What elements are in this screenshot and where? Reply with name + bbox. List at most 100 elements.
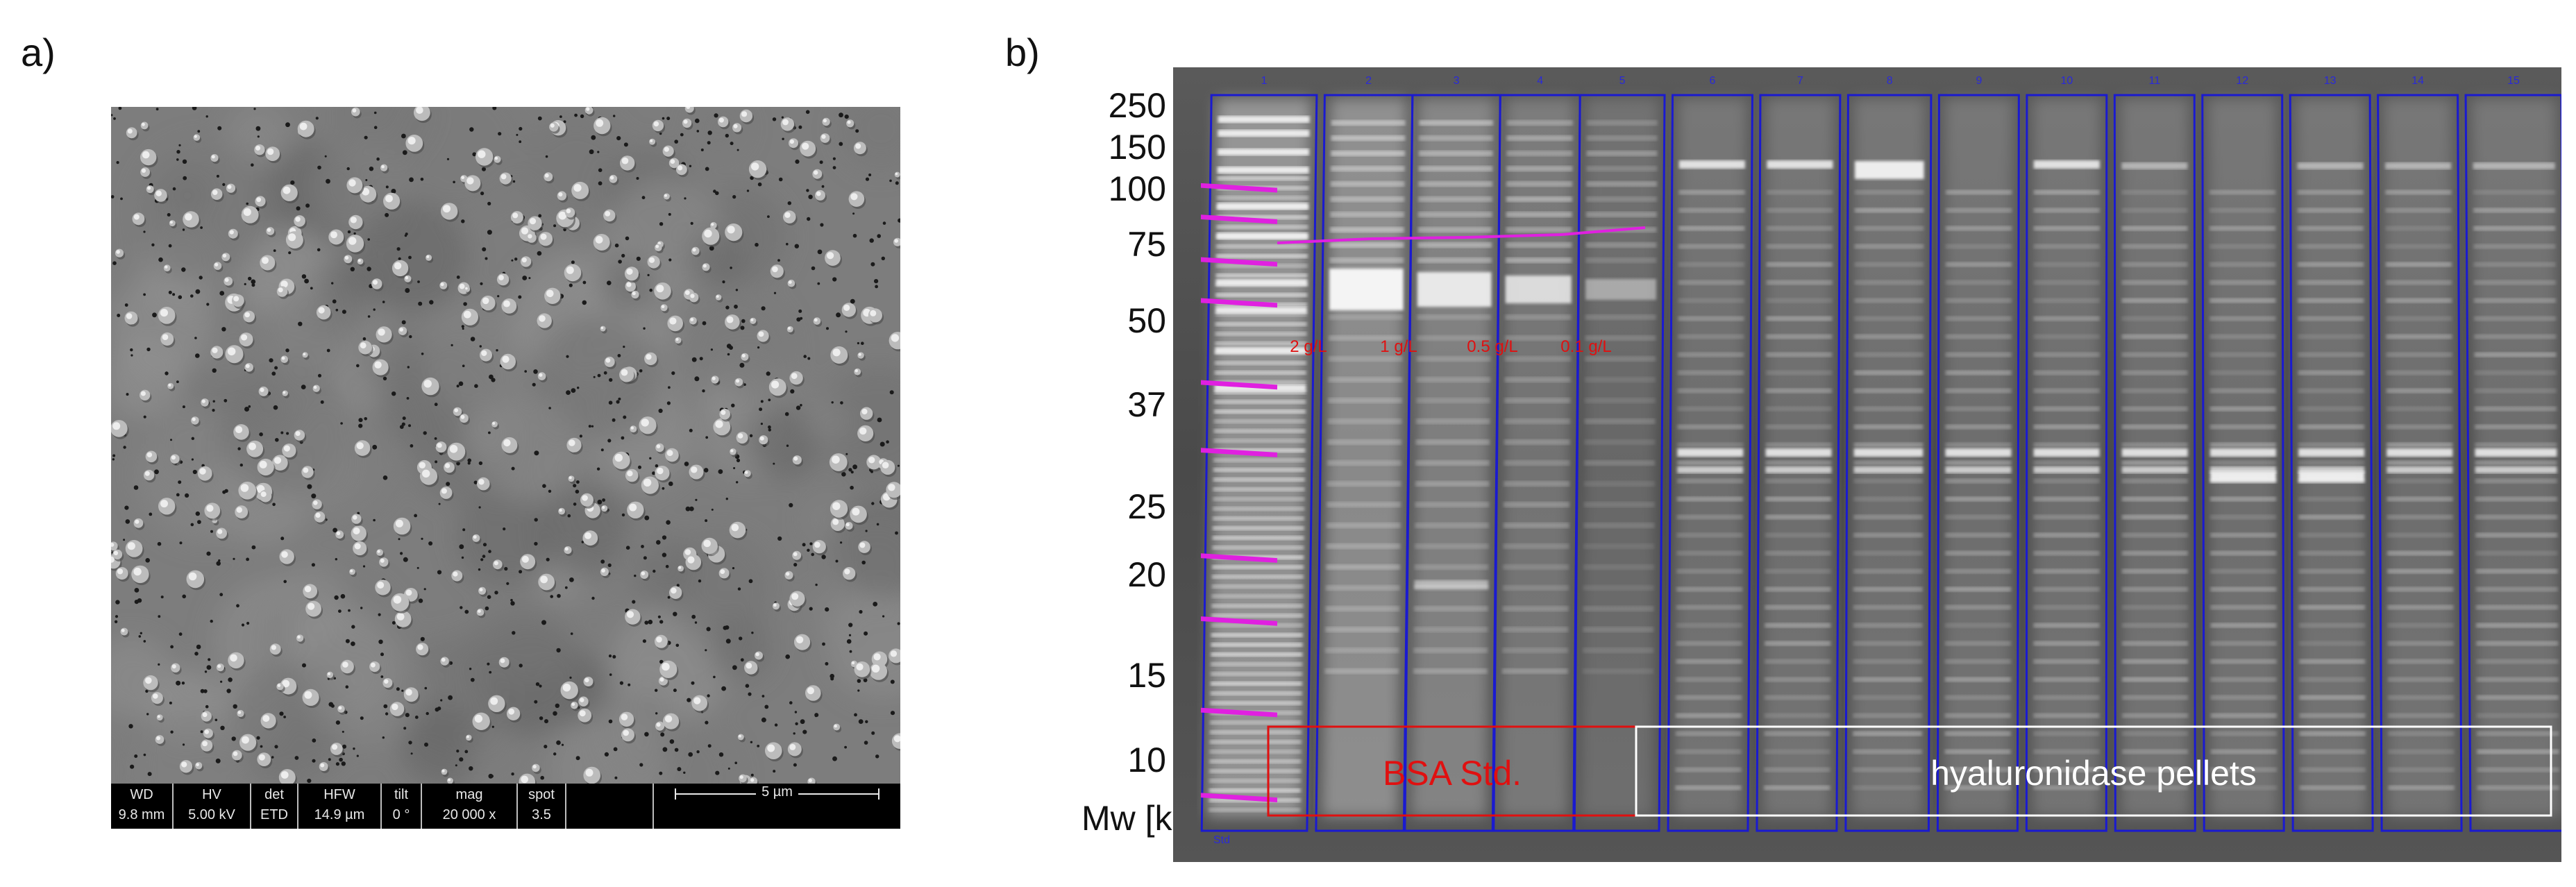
gel-band [2474, 316, 2557, 321]
gel-band [1945, 496, 2012, 502]
gel-band [2299, 767, 2366, 772]
gel-band [2388, 713, 2455, 718]
mw-marker-150: 150 [1108, 128, 1166, 167]
gel-band [2121, 514, 2188, 520]
gel-band [2033, 514, 2100, 520]
gel-band [2476, 677, 2559, 682]
gel-band [1944, 731, 2011, 736]
gel-band [2475, 568, 2558, 574]
gel-band [2386, 298, 2452, 303]
marker-tick [1200, 616, 1278, 626]
gel-band [1945, 568, 2012, 574]
gel-band [2210, 460, 2276, 466]
gel-band [1766, 352, 1833, 357]
gel-band [1853, 749, 1922, 754]
gel-band [1765, 659, 1831, 664]
gel-band [1853, 478, 1923, 484]
gel-band [2122, 731, 2189, 736]
gel-band [2298, 460, 2365, 466]
lane-number: 8 [1887, 75, 1893, 87]
gel-band [2033, 370, 2100, 375]
gel-band [1217, 167, 1309, 174]
gel-band [1504, 356, 1571, 362]
marker-tick [1200, 257, 1278, 267]
gel-band [2121, 280, 2188, 285]
gel-band [1678, 160, 1745, 169]
gel-band [1213, 478, 1305, 482]
gel-band [1945, 586, 2012, 592]
gel-band [1415, 460, 1490, 466]
gel-band [2475, 605, 2558, 610]
gel-band [1766, 334, 1833, 339]
gel-band [1945, 532, 2012, 538]
gel-band [2033, 695, 2100, 700]
gel-band [1945, 623, 2011, 628]
gel-band [2298, 586, 2365, 592]
gel-band [1765, 448, 1832, 457]
gel-band [1209, 779, 1301, 783]
lane-outline [1756, 94, 1842, 832]
gel-band [2473, 262, 2556, 267]
gel-band [1945, 466, 2012, 473]
gel-band [2122, 749, 2189, 754]
gel-band [1945, 424, 2012, 430]
gel-band [1327, 502, 1401, 507]
gel-band [1853, 568, 1923, 574]
gel-lanes: 1 2 3 4 5 6 7 8 9 10 11 12 13 14 15 2 g/L 1 g/L 0.5 g/… [1173, 67, 2561, 862]
gel-band [1213, 448, 1306, 453]
gel-band [1418, 181, 1492, 187]
gel-band [1765, 514, 1832, 520]
gel-band [1678, 189, 1745, 195]
gel-band [1675, 785, 1742, 791]
gel-band [1330, 196, 1405, 202]
gel-band [1586, 166, 1658, 171]
gel-band [1677, 424, 1744, 430]
gel-band [1324, 668, 1399, 674]
gel-band [2297, 189, 2364, 195]
info-cell-det: det ETD [251, 784, 298, 829]
marker-tick [1200, 380, 1278, 390]
gel-band [2298, 466, 2365, 473]
gel-band [2209, 316, 2276, 321]
gel-band [2121, 226, 2188, 231]
gel-band [2209, 406, 2276, 412]
gel-band [2298, 424, 2364, 430]
gel-band [1765, 623, 1831, 628]
gel-band [1506, 135, 1573, 141]
gel-band [2210, 695, 2277, 700]
gel-band [2298, 370, 2364, 375]
gel-band [1502, 627, 1569, 632]
gel-band [1213, 516, 1304, 521]
gel-band [1216, 225, 1308, 229]
gel-band [2387, 623, 2454, 628]
gel-band [1765, 586, 1831, 592]
gel-band [1853, 695, 1923, 700]
gel-band [2209, 424, 2276, 430]
gel-band [2298, 352, 2364, 357]
bsa-reference-line [1277, 237, 1372, 244]
gel-band [2474, 352, 2557, 357]
gel-band [2476, 659, 2559, 664]
gel-band [1765, 442, 1832, 448]
gel-band [1214, 371, 1306, 375]
gel-band [1330, 227, 1404, 233]
gel-band [1678, 334, 1744, 339]
gel-band [1212, 565, 1304, 569]
gel-band [1855, 161, 1924, 179]
gel-band [1678, 208, 1745, 213]
gel-band [1583, 585, 1654, 591]
gel-band [1215, 341, 1307, 346]
gel-band [1677, 460, 1744, 466]
gel-band [2033, 767, 2100, 772]
gel-band [1211, 633, 1303, 637]
gel-band [2299, 731, 2366, 736]
mw-marker-15: 15 [1127, 656, 1166, 695]
gel-band [1676, 623, 1742, 628]
gel-band [1506, 166, 1573, 171]
gel-band [1765, 478, 1832, 484]
gel-band [1765, 605, 1831, 610]
gel-band [1854, 388, 1923, 394]
gel-band [2033, 460, 2100, 466]
gel-band [1505, 335, 1572, 341]
gel-band [2121, 550, 2188, 556]
